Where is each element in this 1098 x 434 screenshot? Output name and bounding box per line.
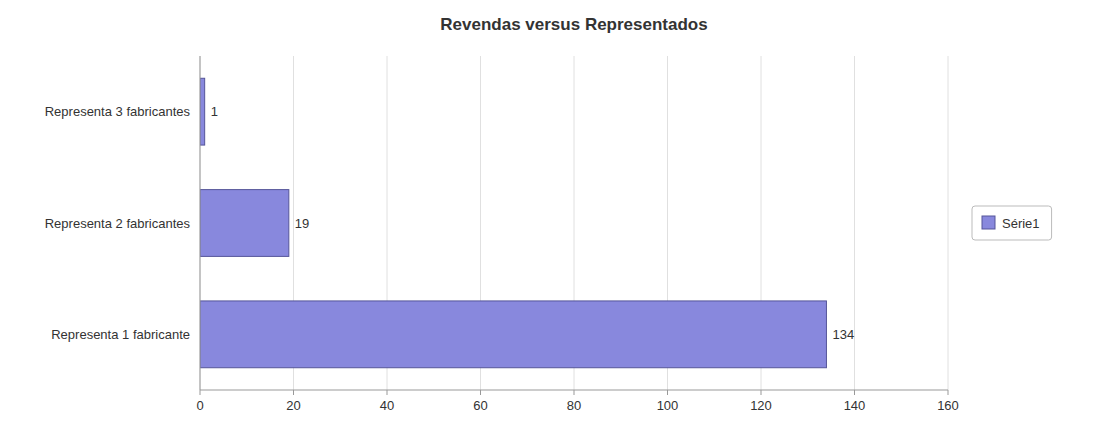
- x-tick-label: 160: [937, 398, 959, 413]
- bar: [200, 301, 826, 368]
- legend: Série1: [972, 206, 1052, 240]
- x-tick: [293, 390, 294, 395]
- x-tick: [574, 390, 575, 395]
- x-tick-label: 120: [750, 398, 772, 413]
- legend-box: [972, 206, 1052, 240]
- legend-label: Série1: [1002, 216, 1040, 231]
- x-tick-label: 20: [286, 398, 300, 413]
- y-axis-line: [200, 56, 201, 390]
- data-label: 134: [832, 327, 854, 342]
- data-label: 19: [295, 216, 309, 231]
- x-tick: [854, 390, 855, 395]
- x-tick-label: 40: [380, 398, 394, 413]
- data-label: 1: [211, 104, 218, 119]
- x-tick-label: 100: [657, 398, 679, 413]
- bar: [200, 190, 289, 257]
- x-tick-label: 140: [844, 398, 866, 413]
- bar: [200, 78, 205, 145]
- x-tick: [200, 390, 201, 395]
- x-tick: [480, 390, 481, 395]
- grid-line: [948, 56, 949, 390]
- y-tick-label: Representa 3 fabricantes: [45, 104, 191, 119]
- chart-svg: Revendas versus Representados 0 20 40 60 80 10…: [0, 0, 1098, 434]
- x-tick: [761, 390, 762, 395]
- grid-line: [200, 56, 201, 390]
- x-tick-label: 60: [473, 398, 487, 413]
- y-tick-label: Representa 1 fabricante: [51, 327, 190, 342]
- x-axis-line: [200, 390, 948, 391]
- x-tick-label: 80: [567, 398, 581, 413]
- x-tick-label: 0: [196, 398, 203, 413]
- x-tick: [667, 390, 668, 395]
- y-tick-label: Representa 2 fabricantes: [45, 216, 191, 231]
- x-tick: [948, 390, 949, 395]
- chart-container: Revendas versus Representados 0 20 40 60 80 10…: [0, 0, 1098, 434]
- legend-swatch: [982, 216, 995, 229]
- x-tick: [387, 390, 388, 395]
- bars: [200, 78, 826, 367]
- grid: [200, 56, 948, 390]
- chart-title: Revendas versus Representados: [440, 15, 707, 34]
- data-labels: 134 19 1: [211, 104, 854, 342]
